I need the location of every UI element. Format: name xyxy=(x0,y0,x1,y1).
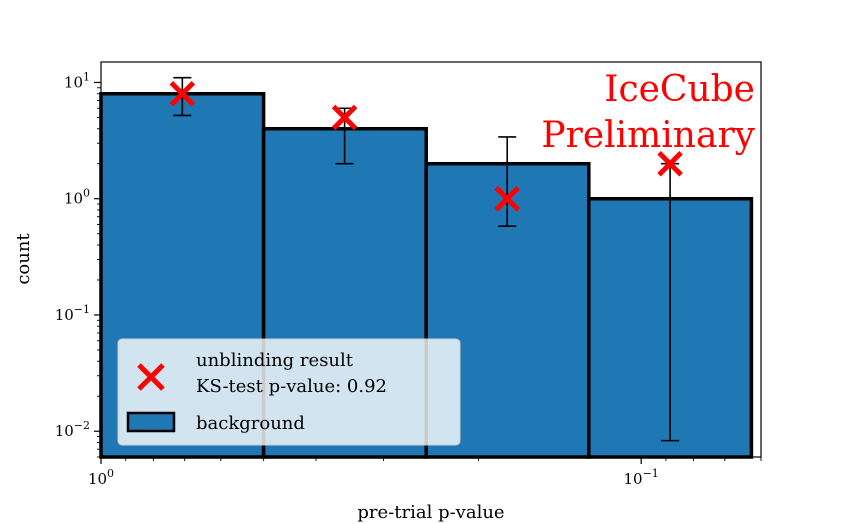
x-axis-label: pre-trial p-value xyxy=(357,502,504,523)
x-tick-label-2: 10−1 xyxy=(624,467,659,488)
y-axis-ticks xyxy=(94,81,101,458)
legend: unblinding result KS-test p-value: 0.92 … xyxy=(117,338,461,446)
unblinding-point-3 xyxy=(494,185,520,212)
legend-background-swatch xyxy=(126,411,176,433)
unblinding-point-4 xyxy=(657,150,683,177)
legend-sublabel-ks: KS-test p-value: 0.92 xyxy=(196,376,387,397)
y-tick-label-3: 10−1 xyxy=(55,303,90,324)
annotation-line-2: Preliminary xyxy=(541,115,755,156)
legend-box xyxy=(117,338,461,446)
x-tick-label-1: 100 xyxy=(88,467,114,488)
error-bars xyxy=(173,76,680,442)
error-bar-3 xyxy=(498,136,517,228)
y-tick-label-4: 10−2 xyxy=(55,419,90,440)
y-axis-label: count xyxy=(13,233,34,285)
unblinding-markers xyxy=(169,80,683,212)
legend-label-unblinding: unblinding result xyxy=(196,350,354,371)
y-tick-label-1: 101 xyxy=(64,70,90,91)
unblinding-point-1 xyxy=(169,80,196,107)
y-tick-label-2: 100 xyxy=(64,187,90,208)
x-axis-ticks xyxy=(100,457,762,464)
x-axis-tick-labels: 100 10−1 xyxy=(88,467,659,488)
y-axis-tick-labels: 101 100 10−1 10−2 xyxy=(55,70,90,440)
legend-cross-marker xyxy=(137,363,165,391)
legend-label-background: background xyxy=(196,413,305,434)
unblinding-point-2 xyxy=(331,104,358,131)
annotation-line-1: IceCube xyxy=(604,69,755,110)
